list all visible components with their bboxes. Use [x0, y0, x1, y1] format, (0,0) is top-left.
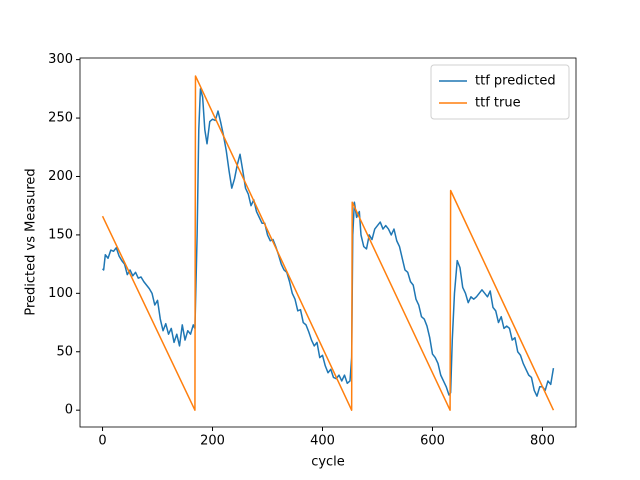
x-axis-label: cycle — [311, 455, 345, 470]
legend-box — [430, 64, 570, 120]
y-tick-label: 100 — [48, 286, 73, 301]
x-tick-label: 800 — [530, 434, 555, 449]
y-tick-label: 150 — [48, 227, 73, 242]
series-line — [102, 88, 555, 397]
legend-label: ttf true — [475, 96, 521, 111]
x-tick-label: 200 — [200, 434, 225, 449]
axes-frame — [79, 57, 577, 428]
legend-label: ttf predicted — [475, 74, 556, 89]
y-tick-label: 0 — [65, 403, 73, 418]
series-line — [101, 75, 555, 411]
y-axis-label: Predicted vs Measured — [24, 168, 39, 315]
x-tick-label: 400 — [310, 434, 335, 449]
x-tick-label: 0 — [98, 434, 106, 449]
y-tick-label: 200 — [48, 169, 73, 184]
y-tick-label: 50 — [56, 344, 73, 359]
y-tick-label: 300 — [48, 52, 73, 67]
x-tick-label: 600 — [420, 434, 445, 449]
y-tick-label: 250 — [48, 111, 73, 126]
